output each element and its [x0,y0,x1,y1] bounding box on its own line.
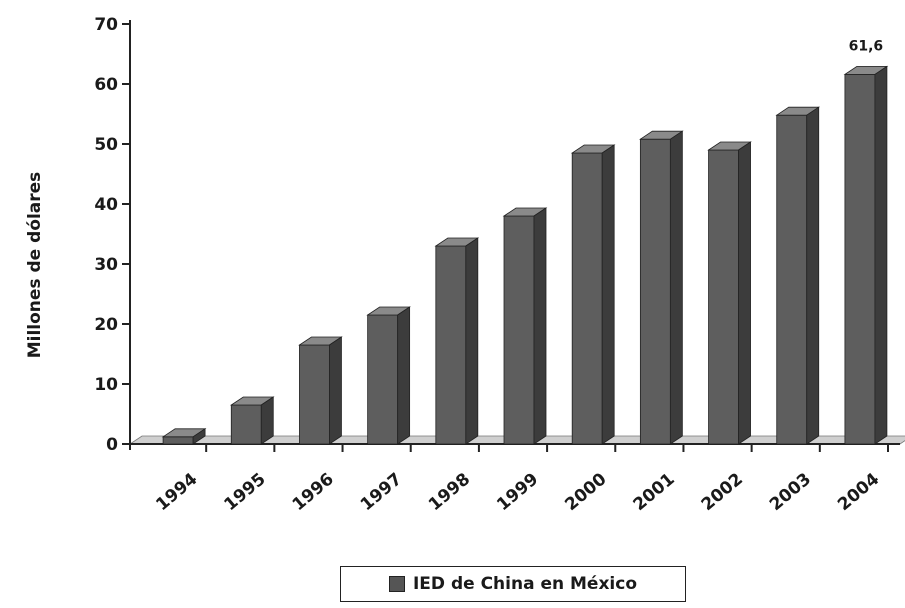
x-tick-label-1999: 1999 [493,469,542,515]
x-tick-label-2001: 2001 [630,469,679,515]
bar-side [874,65,888,445]
y-tick-label: 70 [94,15,118,35]
bar-side [601,144,615,445]
bar-front [708,149,739,445]
bar-2003 [775,106,821,445]
bar-front [299,344,330,445]
x-tick-label-1994: 1994 [152,469,201,515]
x-tick-label-1995: 1995 [221,469,270,515]
bar-side [397,306,411,445]
bar-front [844,74,876,445]
x-tick-label-1996: 1996 [289,469,338,515]
bar-side [806,106,820,445]
y-tick-label: 20 [94,315,118,335]
bar-2004 [843,65,889,445]
bar-front [639,138,671,445]
bar-1998 [434,237,480,445]
y-tick-label: 50 [94,135,118,155]
bar-side [329,336,342,445]
bar-1996 [298,336,343,445]
y-tick-label: 40 [94,195,118,215]
x-axis: 1994 1995 1996 1997 1998 1999 2000 2001 2002 2003… [130,443,900,515]
x-tick-label-1997: 1997 [357,469,406,515]
x-tick-label-2002: 2002 [698,469,747,515]
bars [161,65,889,445]
data-label-2004: 61,6 [849,38,884,54]
y-axis: 0 10 20 30 40 50 60 70 [94,15,131,455]
bar-side [738,141,751,445]
x-tick-label-2003: 2003 [766,469,815,515]
legend: IED de China en México [340,566,686,602]
bar-side [669,130,683,445]
bar-chart: Millones de dólares 0 10 20 30 40 50 60 70 1994… [25,15,905,515]
bar-1994 [161,428,207,445]
legend-swatch [388,576,405,592]
bar-side [465,237,479,445]
bar-2000 [570,144,616,445]
y-tick-label: 60 [94,75,118,95]
bar-front [776,114,808,445]
bar-2002 [707,141,752,445]
bar-1995 [229,396,275,445]
bar-front [367,314,399,445]
x-tick-label-2004: 2004 [834,469,883,515]
y-tick-label: 10 [94,375,118,395]
bar-front [230,404,262,445]
bar-side [192,428,206,445]
bar-front [571,152,603,445]
bar-front [503,215,535,445]
data-labels: 61,6 [849,38,884,54]
bar-front [435,245,467,445]
bar-2001 [639,130,684,445]
legend-label: IED de China en México [412,574,638,594]
bar-side [533,207,547,445]
bar-1997 [366,306,411,445]
y-axis-label: Millones de dólares [25,172,45,359]
bar-1999 [502,207,548,445]
bar-side [260,396,274,445]
x-tick-label-1998: 1998 [425,469,474,515]
bar-front [162,436,194,445]
y-axis-label-group: Millones de dólares [25,172,45,359]
y-tick-label: 30 [94,255,118,275]
y-tick-label: 0 [106,435,118,455]
x-tick-label-2000: 2000 [561,469,610,515]
